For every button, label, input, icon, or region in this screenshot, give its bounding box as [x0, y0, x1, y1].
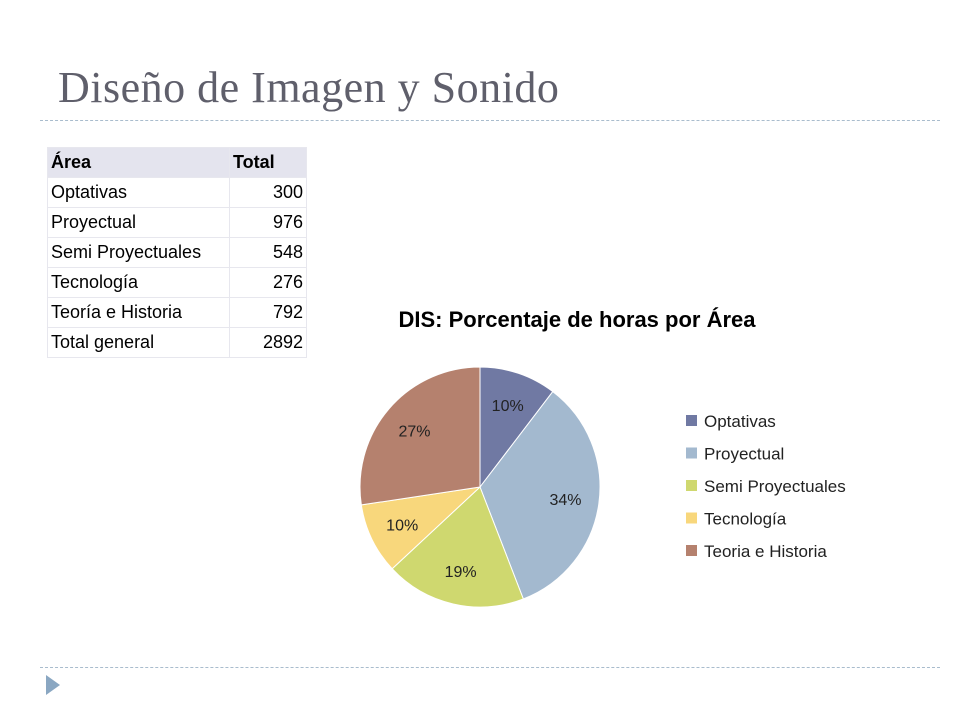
slide-title: Diseño de Imagen y Sonido: [58, 63, 560, 112]
legend-label-semi-proyectuales: Semi Proyectuales: [704, 477, 846, 496]
legend-label-teoria-e-historia: Teoria e Historia: [704, 542, 827, 561]
row-label: Tecnología: [47, 267, 230, 298]
table-row: Semi Proyectuales 548: [47, 237, 307, 268]
pie-slice-optativas: [479, 366, 554, 489]
legend-label-proyectual: Proyectual: [704, 445, 784, 464]
header-total: Total: [229, 147, 307, 178]
row-value: 300: [229, 177, 307, 208]
table-header-row: Área Total: [47, 147, 307, 178]
row-value: 976: [229, 207, 307, 238]
pie-slice-semi-proyectuales: [391, 486, 524, 608]
legend-label-optativas: Optativas: [704, 412, 776, 431]
table-row: Proyectual 976: [47, 207, 307, 238]
chart-title: DIS: Porcentaje de horas por Área: [399, 307, 757, 332]
row-label: Optativas: [47, 177, 230, 208]
data-label-semi-proyectuales: 19%: [445, 564, 477, 581]
pie-slices: [359, 366, 601, 608]
hours-table: Área Total Optativas 300 Proyectual 976 …: [47, 147, 307, 358]
data-label-optativas: 10%: [492, 398, 524, 415]
table-row: Optativas 300: [47, 177, 307, 208]
pie-data-labels: 10% 34% 19% 10% 27%: [386, 398, 581, 581]
total-value: 2892: [229, 327, 307, 358]
row-value: 276: [229, 267, 307, 298]
row-value: 548: [229, 237, 307, 268]
data-label-proyectual: 34%: [549, 492, 581, 509]
pie-slice-teoria-e-historia: [359, 366, 481, 506]
triangle-bullet-icon: [46, 675, 60, 695]
legend-swatch-semi-proyectuales: [686, 480, 697, 491]
row-label: Semi Proyectuales: [47, 237, 230, 268]
header-area: Área: [47, 147, 230, 178]
legend-swatch-optativas: [686, 415, 697, 426]
legend-swatch-proyectual: [686, 447, 697, 459]
pie-slice-proyectual: [479, 390, 601, 600]
data-label-tecnologia: 10%: [386, 518, 418, 535]
legend-swatch-tecnologia: [686, 512, 697, 524]
legend-label-tecnologia: Tecnología: [704, 510, 787, 529]
table-row: Teoría e Historia 792: [47, 297, 307, 328]
title-divider: [40, 120, 940, 121]
footer-divider: [40, 667, 940, 668]
row-label: Proyectual: [47, 207, 230, 238]
table-total-row: Total general 2892: [47, 327, 307, 358]
table-row: Tecnología 276: [47, 267, 307, 298]
row-label: Teoría e Historia: [47, 297, 230, 328]
total-label: Total general: [47, 327, 230, 358]
data-label-teoria-e-historia: 27%: [398, 424, 430, 441]
legend: Optativas Proyectual Semi Proyectuales Tecn…: [686, 412, 846, 561]
row-value: 792: [229, 297, 307, 328]
legend-swatch-teoria-e-historia: [686, 545, 697, 556]
